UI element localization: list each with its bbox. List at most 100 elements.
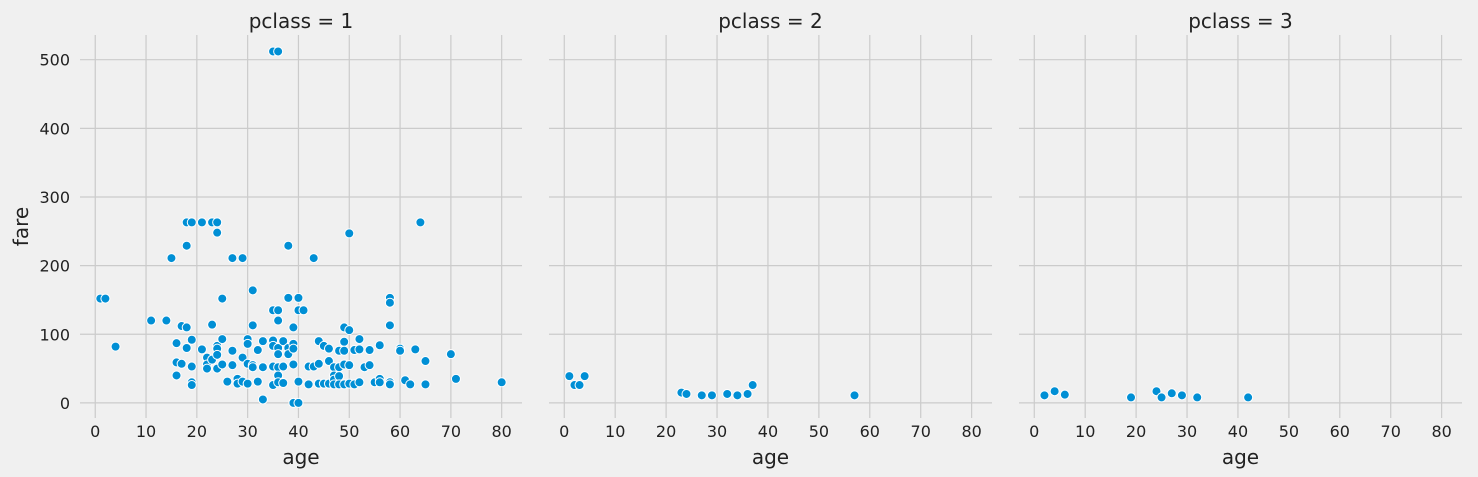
panel-1-data-point xyxy=(323,343,334,354)
panel-1-data-point xyxy=(242,338,253,349)
panel-1-data-point xyxy=(293,376,304,387)
panel-3-x-axis-label: age xyxy=(1222,445,1259,469)
panel-1-data-point xyxy=(283,240,294,251)
panel-1-data-point xyxy=(339,345,350,356)
panel-1-data-point xyxy=(374,377,385,388)
panel-1-data-point xyxy=(288,322,299,333)
panel-3-x-tick-label: 40 xyxy=(1228,422,1248,441)
panel-2-title: pclass = 2 xyxy=(718,9,823,33)
panel-1-data-point xyxy=(247,320,258,331)
panel-1-data-point xyxy=(273,305,284,316)
panel-3-data-point xyxy=(1156,392,1167,403)
panel-3-x-tick-label: 60 xyxy=(1330,422,1350,441)
panel-1-x-tick-label: 0 xyxy=(90,422,100,441)
panel-1-data-point xyxy=(420,379,431,390)
panel-1-data-point xyxy=(445,349,456,360)
panel-1-data-point xyxy=(283,292,294,303)
panel-1-data-point xyxy=(313,358,324,369)
panel-3-data-point xyxy=(1049,386,1060,397)
panel-1-data-point xyxy=(181,240,192,251)
panel-1-y-tick-label: 400 xyxy=(39,119,70,138)
panel-1-data-point xyxy=(354,344,365,355)
panel-1-data-point xyxy=(344,325,355,336)
panel-2-data-point xyxy=(574,380,585,391)
panel-1-data-point xyxy=(278,336,289,347)
panel-1-data-point xyxy=(384,379,395,390)
panel-1-data-point xyxy=(395,345,406,356)
panel-1-data-point xyxy=(298,305,309,316)
panel-2-x-tick-label: 40 xyxy=(758,422,778,441)
panel-1-data-point xyxy=(293,292,304,303)
panel-2-data-point xyxy=(579,371,590,382)
panel-1-data-point xyxy=(202,363,213,374)
panel-3-data-point xyxy=(1039,390,1050,401)
panel-1-data-point xyxy=(450,373,461,384)
panel-1-data-point xyxy=(237,253,248,264)
panel-1-title: pclass = 1 xyxy=(249,9,354,33)
panel-1-x-tick-label: 40 xyxy=(288,422,308,441)
panel-1-data-point xyxy=(374,340,385,351)
panel-2-x-tick-label: 80 xyxy=(961,422,981,441)
panel-2-x-tick-label: 10 xyxy=(605,422,625,441)
panel-1-data-point xyxy=(217,334,228,345)
panel-1-data-point xyxy=(171,338,182,349)
panel-1-y-tick-label: 0 xyxy=(60,394,70,413)
panel-1-x-tick-label: 80 xyxy=(491,422,511,441)
panel-1-data-point xyxy=(415,217,426,228)
panel-1-data-point xyxy=(303,379,314,390)
panel-1-x-tick-label: 30 xyxy=(237,422,257,441)
panel-1-data-point xyxy=(212,217,223,228)
panel-3-x-tick-label: 20 xyxy=(1126,422,1146,441)
panel-1-data-point xyxy=(273,315,284,326)
panel-1-data-point xyxy=(364,360,375,371)
panel-2-data-point xyxy=(849,390,860,401)
panel-3-x-tick-label: 0 xyxy=(1029,422,1039,441)
panel-3-data-point xyxy=(1243,392,1254,403)
panel-1-data-point xyxy=(384,297,395,308)
panel-2-data-point xyxy=(742,388,753,399)
panel-3-x-tick-label: 50 xyxy=(1279,422,1299,441)
panel-1-x-tick-label: 70 xyxy=(441,422,461,441)
panel-1-data-point xyxy=(252,376,263,387)
panel-1-data-point xyxy=(257,394,268,405)
panel-1-data-point xyxy=(196,344,207,355)
panel-1-data-point xyxy=(207,319,218,330)
panel-1-data-point xyxy=(496,377,507,388)
panel-1-data-point xyxy=(217,359,228,370)
panel-1-data-point xyxy=(247,285,258,296)
panel-3-title: pclass = 3 xyxy=(1188,9,1293,33)
panel-1-data-point xyxy=(344,360,355,371)
panel-1-data-point xyxy=(384,320,395,331)
panel-2-data-point xyxy=(722,388,733,399)
panel-2-x-tick-label: 30 xyxy=(707,422,727,441)
panel-2-data-point xyxy=(681,388,692,399)
panel-1-data-point xyxy=(212,227,223,238)
panel-1-data-point xyxy=(273,46,284,57)
panel-1-data-point xyxy=(227,360,238,371)
panel-1-data-point xyxy=(242,378,253,389)
panel-2-data-point xyxy=(696,390,707,401)
panel-1-data-point xyxy=(110,341,121,352)
panel-1-data-point xyxy=(334,371,345,382)
panel-2-data-point xyxy=(732,390,743,401)
panel-2-data-point xyxy=(706,390,717,401)
panel-1-data-point xyxy=(186,380,197,391)
panel-1-data-point xyxy=(405,379,416,390)
panel-1-y-tick-label: 100 xyxy=(39,325,70,344)
panel-1-data-point xyxy=(196,217,207,228)
panel-1-x-tick-label: 20 xyxy=(187,422,207,441)
panel-1-data-point xyxy=(293,397,304,408)
panel-1-y-tick-label: 300 xyxy=(39,188,70,207)
panel-1-data-point xyxy=(227,345,238,356)
panel-3-x-tick-label: 70 xyxy=(1381,422,1401,441)
panel-2-x-tick-label: 50 xyxy=(809,422,829,441)
panel-2-x-tick-label: 0 xyxy=(559,422,569,441)
panel-1-data-point xyxy=(217,293,228,304)
panel-1-data-point xyxy=(278,361,289,372)
panel-1-data-point xyxy=(420,356,431,367)
panel-1-data-point xyxy=(212,349,223,360)
panel-1-data-point xyxy=(100,293,111,304)
panel-1-data-point xyxy=(354,334,365,345)
